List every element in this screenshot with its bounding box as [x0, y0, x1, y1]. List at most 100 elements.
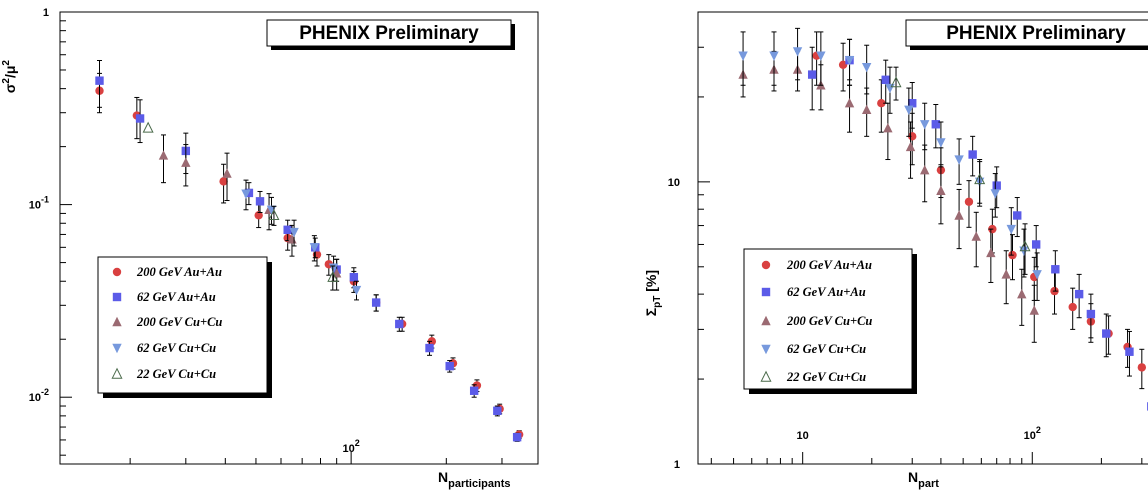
data-point — [964, 197, 974, 206]
legend-entry: 200 GeV Au+Au — [136, 265, 222, 279]
data-point — [469, 386, 479, 395]
data-point — [792, 47, 803, 57]
data-point — [1086, 309, 1096, 319]
data-point — [255, 197, 265, 206]
data-point — [920, 120, 930, 130]
data-point — [738, 51, 748, 61]
data-point — [816, 51, 826, 61]
legend-box — [743, 248, 913, 390]
legend-box — [97, 256, 268, 394]
data-point — [1001, 269, 1011, 279]
data-point — [371, 298, 381, 307]
data-point — [445, 361, 454, 371]
data-point — [493, 406, 502, 416]
plot-frame — [59, 11, 539, 465]
plot-frame — [697, 11, 1148, 465]
data-point — [1031, 240, 1041, 249]
legend-marker — [112, 267, 122, 277]
legend-entry: 62 GeV Cu+Cu — [137, 341, 216, 355]
legend-entry: 22 GeV Cu+Cu — [786, 370, 866, 384]
series-62-gev-cu-cu — [738, 27, 1042, 301]
data-point — [1051, 265, 1060, 274]
data-point — [1074, 289, 1084, 299]
x-tick-label: 10 — [797, 430, 809, 442]
data-point — [425, 343, 434, 353]
data-point — [861, 62, 872, 73]
legend-entry: 200 GeV Cu+Cu — [136, 315, 222, 329]
data-point — [95, 76, 104, 85]
x-tick-label: 102 — [1024, 425, 1041, 442]
banner-box — [905, 19, 1148, 47]
legend-marker — [112, 343, 122, 354]
data-point — [904, 105, 914, 116]
data-point — [807, 70, 817, 79]
data-point — [1032, 270, 1042, 280]
data-point — [241, 189, 251, 199]
data-point — [512, 432, 522, 442]
banner-text: PHENIX Preliminary — [299, 23, 479, 44]
legend-marker — [112, 316, 122, 327]
y-axis-title: σ2/μ2 — [1, 60, 18, 94]
data-point — [905, 141, 916, 152]
data-point — [931, 120, 940, 129]
data-point — [181, 157, 191, 167]
data-point — [1019, 246, 1029, 256]
data-point — [861, 104, 872, 115]
y-axis-ticks — [60, 11, 72, 456]
data-point — [222, 168, 232, 178]
legend-entry: 200 GeV Au+Au — [786, 258, 872, 272]
data-point — [1029, 305, 1039, 315]
x-axis-ticks — [710, 452, 1143, 464]
y-tick-label: 10-1 — [29, 195, 49, 212]
data-point — [268, 208, 280, 220]
data-point — [885, 83, 895, 94]
legend-entry: 62 GeV Au+Au — [787, 285, 866, 299]
legend-marker — [112, 292, 122, 302]
data-point — [254, 211, 263, 220]
data-point — [920, 164, 930, 175]
data-point — [289, 227, 299, 238]
data-point — [1125, 347, 1134, 356]
series-22-gev-cu-cu — [142, 121, 339, 291]
data-point — [1006, 224, 1016, 235]
data-point — [844, 55, 855, 66]
y-tick-label: 1 — [43, 7, 49, 19]
y-axis-title: ΣpT [%] — [643, 270, 663, 316]
data-point — [1102, 329, 1111, 338]
data-point — [986, 247, 996, 258]
data-point — [954, 155, 964, 165]
data-point — [1017, 288, 1027, 299]
data-point — [349, 272, 359, 282]
series-62-gev-cu-cu — [241, 179, 362, 301]
x-axis-ticks — [129, 452, 503, 464]
data-point — [142, 121, 154, 133]
data-point — [351, 285, 362, 296]
data-point — [1013, 211, 1022, 220]
data-point — [990, 189, 1000, 199]
data-point — [769, 51, 779, 61]
legend-entry: 22 GeV Cu+Cu — [136, 367, 216, 381]
legend-marker — [761, 260, 771, 270]
x-tick-label: 102 — [342, 438, 359, 455]
data-point — [974, 173, 986, 185]
series-62-gev-au-au — [807, 38, 1148, 411]
data-point — [327, 270, 339, 282]
x-axis-title: Npart — [908, 469, 939, 490]
data-point — [954, 210, 964, 220]
banner-box — [266, 19, 512, 47]
data-point — [158, 150, 169, 160]
data-point — [936, 138, 946, 148]
legend-marker — [760, 370, 772, 382]
data-point — [971, 231, 981, 241]
data-point — [908, 99, 917, 108]
data-point — [219, 177, 228, 186]
legend-entry: 62 GeV Cu+Cu — [787, 342, 866, 356]
data-point — [881, 75, 890, 85]
y-tick-label: 10-2 — [29, 387, 49, 404]
legend-entry: 62 GeV Au+Au — [137, 290, 216, 304]
data-point — [936, 185, 946, 195]
legend-marker — [761, 315, 771, 326]
banner-text: PHENIX Preliminary — [946, 23, 1126, 44]
data-point — [1019, 240, 1031, 252]
right-panel: 10 1 10 102 Npart ΣpT [%] PHENIX Preliminary 20… — [643, 11, 1148, 490]
